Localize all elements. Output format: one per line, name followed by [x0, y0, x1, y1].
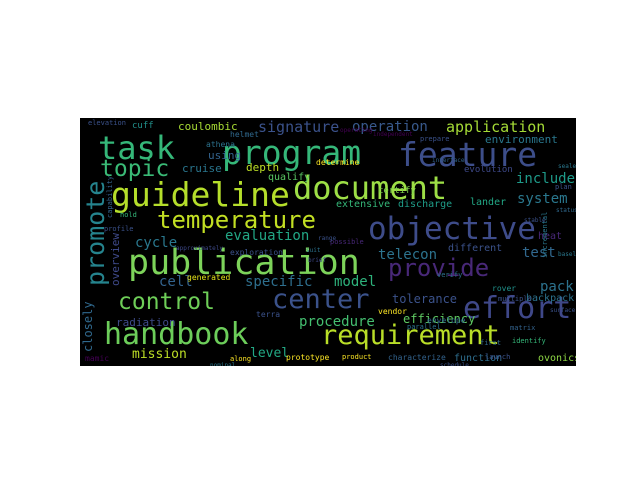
word: provide [388, 254, 490, 282]
word: efficiency [403, 312, 476, 326]
word: telecon [378, 247, 438, 263]
word: heat [538, 231, 563, 242]
word: handbook [104, 317, 249, 352]
word: hold [120, 211, 137, 219]
word: profile [104, 225, 134, 233]
word: verify [437, 271, 463, 279]
word: brief [308, 257, 327, 264]
word: rover [492, 284, 517, 293]
word: radiation [116, 316, 176, 329]
word: plan [555, 183, 572, 191]
word: ovonics [538, 353, 576, 364]
word: pack [540, 279, 574, 295]
word: evolution [464, 165, 513, 175]
word-cloud: publication document guideline objective… [80, 118, 576, 366]
word: requirement [321, 320, 500, 351]
word: along [230, 355, 252, 363]
word: guideline [111, 175, 290, 214]
word: operating [340, 127, 373, 134]
word: system [517, 191, 568, 207]
word: first [480, 339, 502, 347]
word: depth [246, 161, 280, 174]
word: suit [306, 247, 321, 254]
word: interface [432, 157, 465, 164]
word: different [448, 243, 503, 254]
word: extensive [336, 199, 391, 210]
word: product [342, 353, 372, 361]
word: cuff [132, 121, 154, 131]
word: parallel [407, 323, 441, 331]
word: launch [485, 353, 511, 361]
word: schedule [440, 362, 469, 367]
word: control [118, 289, 215, 315]
word: envelope [427, 316, 466, 325]
word: approximately [176, 245, 223, 252]
word: function [454, 353, 503, 364]
word: topic [100, 156, 170, 182]
word: terra [256, 310, 281, 319]
word: model [334, 274, 377, 290]
word: independent [373, 131, 413, 138]
word: nominal [210, 362, 236, 367]
word: overview [109, 233, 122, 286]
word: cycle [135, 235, 178, 251]
word: application [446, 118, 546, 136]
word: characterize [388, 353, 446, 362]
word: possible [330, 238, 364, 246]
word: promote [81, 180, 110, 286]
word: closely [81, 301, 95, 352]
word: objective [368, 211, 536, 247]
word: operation [352, 119, 428, 135]
word: tolerance [392, 292, 458, 306]
word: determine [316, 158, 360, 167]
word: multiple [498, 295, 532, 303]
word: prepare [420, 135, 450, 143]
word: vendor [378, 307, 407, 316]
word: qualify [268, 172, 311, 183]
word: signature [258, 118, 340, 136]
word: generated [187, 273, 231, 282]
word: procedure [299, 314, 375, 330]
word: test [522, 245, 556, 261]
word: backpack [526, 293, 575, 304]
word: effort [463, 291, 572, 326]
word: evaluation [225, 228, 310, 244]
word: environment [485, 133, 558, 146]
word: lander [470, 197, 507, 208]
word: certify [378, 186, 416, 196]
word: elevation [88, 119, 126, 127]
word: document [293, 169, 448, 207]
word: temperature [157, 206, 316, 234]
word: matrix [510, 324, 536, 332]
word: surface [550, 307, 576, 314]
word: mission [132, 347, 187, 362]
word: stable [524, 217, 546, 224]
word: using [208, 149, 242, 162]
word: coulombic [178, 120, 238, 133]
word: center [272, 284, 370, 315]
word: helmet [230, 130, 259, 139]
word: task [98, 129, 176, 167]
word: exploration [230, 248, 283, 257]
word: athena [206, 140, 235, 149]
word: status [556, 207, 576, 214]
word: program [222, 133, 362, 172]
word: sealed [558, 163, 576, 170]
word: specific [245, 274, 313, 290]
word: include [516, 171, 576, 187]
word: identify [512, 337, 546, 345]
word: feature [398, 135, 538, 174]
word: mamic [85, 354, 110, 363]
word: range [318, 235, 337, 242]
word: cell [159, 274, 193, 290]
word: baseline [558, 251, 576, 258]
word: cruise [182, 162, 222, 175]
word: prototype [286, 353, 330, 362]
word: level [250, 346, 290, 361]
word: capability [106, 175, 114, 218]
word: publication [128, 243, 360, 283]
word: discharge [398, 199, 453, 210]
